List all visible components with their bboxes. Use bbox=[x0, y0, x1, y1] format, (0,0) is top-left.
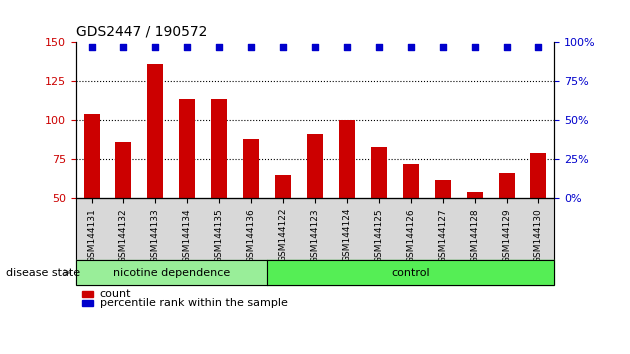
Point bbox=[182, 44, 192, 50]
Point bbox=[118, 44, 129, 50]
Point bbox=[214, 44, 224, 50]
Bar bbox=[371, 147, 387, 198]
Text: nicotine dependence: nicotine dependence bbox=[113, 268, 230, 278]
Text: control: control bbox=[391, 268, 430, 278]
Bar bbox=[115, 142, 132, 198]
Point bbox=[151, 44, 161, 50]
Bar bbox=[498, 173, 515, 198]
Bar bbox=[530, 153, 546, 198]
Point bbox=[469, 44, 479, 50]
Bar bbox=[435, 179, 450, 198]
Bar bbox=[243, 139, 259, 198]
Text: count: count bbox=[100, 289, 131, 299]
Text: percentile rank within the sample: percentile rank within the sample bbox=[100, 298, 287, 308]
Point bbox=[374, 44, 384, 50]
Point bbox=[534, 44, 544, 50]
Point bbox=[438, 44, 448, 50]
Point bbox=[278, 44, 288, 50]
Text: GDS2447 / 190572: GDS2447 / 190572 bbox=[76, 25, 207, 39]
Bar bbox=[275, 175, 291, 198]
Point bbox=[246, 44, 256, 50]
Bar bbox=[211, 98, 227, 198]
Point bbox=[501, 44, 512, 50]
Text: disease state: disease state bbox=[6, 268, 81, 278]
Bar bbox=[467, 192, 483, 198]
Point bbox=[310, 44, 320, 50]
Point bbox=[342, 44, 352, 50]
Point bbox=[86, 44, 96, 50]
Bar bbox=[403, 164, 419, 198]
Bar bbox=[180, 98, 195, 198]
Bar bbox=[339, 120, 355, 198]
Bar bbox=[307, 135, 323, 198]
Point bbox=[406, 44, 416, 50]
Bar bbox=[147, 64, 163, 198]
Bar bbox=[84, 114, 100, 198]
